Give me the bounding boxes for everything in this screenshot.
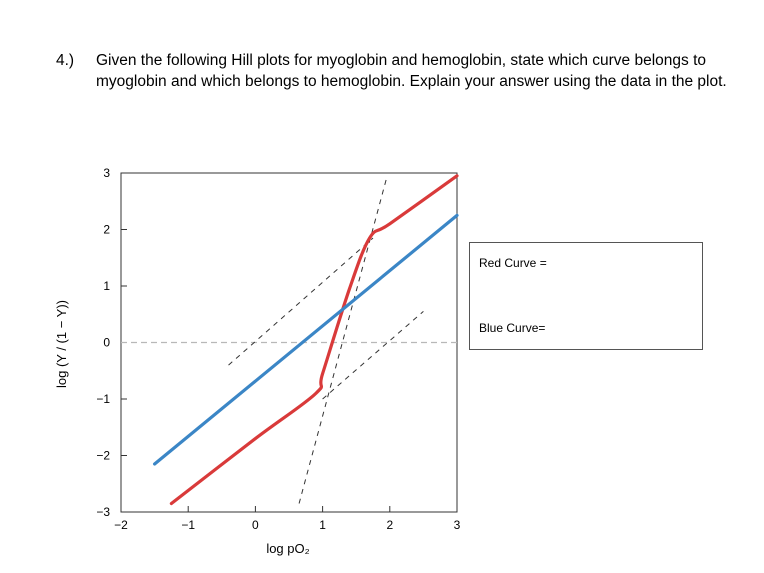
y-tick-label: 0 bbox=[103, 336, 110, 350]
y-tick-label: −3 bbox=[96, 505, 110, 519]
question-text: Given the following Hill plots for myogl… bbox=[96, 52, 727, 90]
question: 4.) Given the following Hill plots for m… bbox=[56, 50, 746, 92]
y-tick-label: 2 bbox=[103, 223, 110, 237]
blue-curve-label: Blue Curve= bbox=[479, 321, 546, 335]
x-tick-label: −1 bbox=[181, 518, 195, 532]
x-tick-label: 3 bbox=[454, 518, 461, 532]
reference-line bbox=[228, 237, 374, 366]
answer-box[interactable]: Red Curve = Blue Curve= bbox=[469, 242, 703, 350]
x-tick-label: 1 bbox=[319, 518, 326, 532]
y-tick-label: 1 bbox=[103, 279, 110, 293]
y-axis-label: log (Y / (1 − Y)) bbox=[54, 300, 69, 388]
y-tick-label: 3 bbox=[103, 166, 110, 180]
red-curve bbox=[169, 174, 459, 506]
question-number: 4.) bbox=[56, 52, 75, 69]
reference-line bbox=[298, 178, 387, 504]
reference-line bbox=[322, 311, 424, 400]
x-tick-label: 0 bbox=[252, 518, 259, 532]
x-tick-label: −2 bbox=[114, 518, 128, 532]
x-axis-label: log pO₂ bbox=[266, 541, 309, 556]
y-tick-label: −2 bbox=[96, 449, 110, 463]
red-curve-label: Red Curve = bbox=[479, 256, 547, 270]
y-tick-label: −1 bbox=[96, 392, 110, 406]
x-tick-label: 2 bbox=[386, 518, 393, 532]
blue-curve bbox=[153, 213, 459, 466]
